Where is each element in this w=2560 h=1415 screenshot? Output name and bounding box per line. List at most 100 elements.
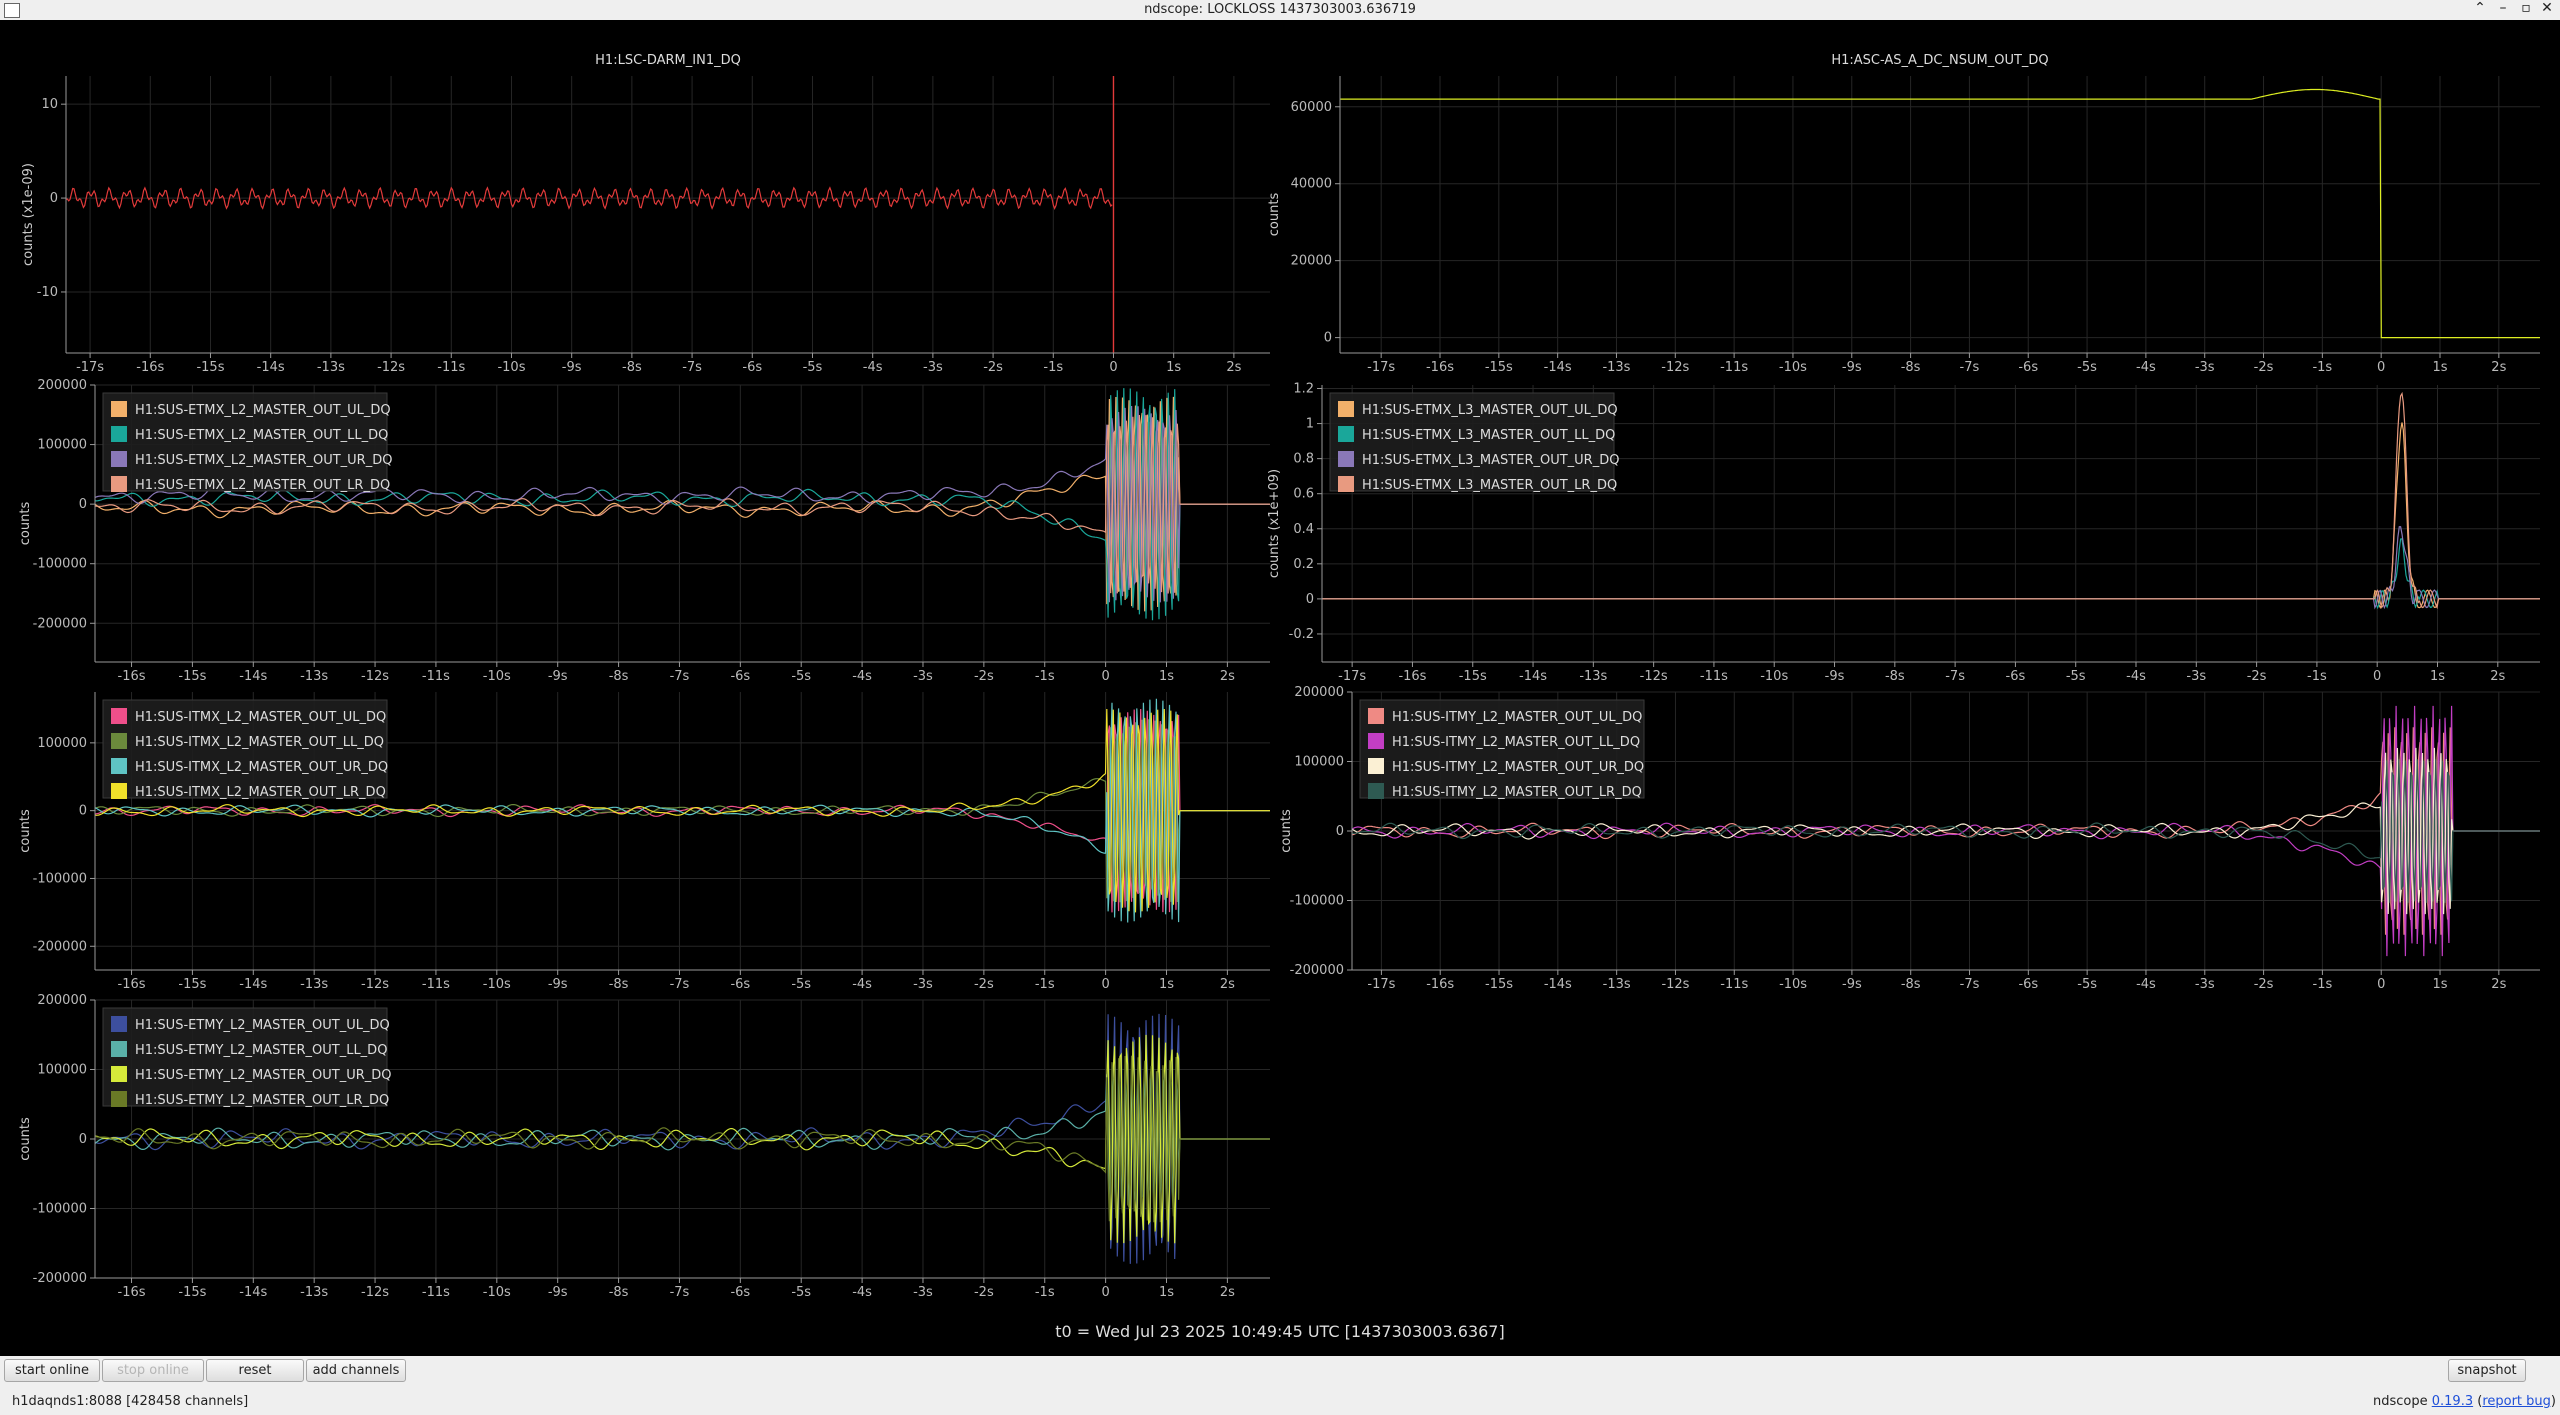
series-line-3 bbox=[1322, 526, 2540, 610]
legend-entry[interactable]: H1:SUS-ITMY_L2_MASTER_OUT_UL_DQ bbox=[1392, 710, 1642, 725]
x-tick-label: -6s bbox=[742, 360, 762, 375]
x-tick-label: 0 bbox=[2373, 669, 2381, 684]
legend-entry[interactable]: H1:SUS-ITMY_L2_MASTER_OUT_LR_DQ bbox=[1392, 785, 1642, 800]
report-bug-link[interactable]: report bug bbox=[2482, 1394, 2551, 1409]
legend-entry[interactable]: H1:SUS-ETMY_L2_MASTER_OUT_LL_DQ bbox=[135, 1043, 387, 1058]
legend-entry[interactable]: H1:SUS-ITMX_L2_MASTER_OUT_LR_DQ bbox=[135, 785, 386, 800]
plot-panel-2[interactable]: -17s -16s -15s -14s -13s -12s -11s -10s -9s -8s -7… bbox=[1267, 53, 2540, 375]
x-tick-label: -14s bbox=[257, 360, 285, 375]
x-tick-label: -5s bbox=[803, 360, 823, 375]
x-tick-label: -12s bbox=[361, 669, 389, 684]
x-tick-label: -9s bbox=[1825, 669, 1845, 684]
plot-panel-3[interactable]: -16s -15s -14s -13s -12s -11s -10s -9s -8s -7s -6s… bbox=[18, 378, 1270, 684]
plot-panel-5[interactable]: -16s -15s -14s -13s -12s -11s -10s -9s -8s -7s -6s… bbox=[18, 692, 1270, 992]
legend-entry[interactable]: H1:SUS-ITMX_L2_MASTER_OUT_UL_DQ bbox=[135, 710, 386, 725]
legend-entry[interactable]: H1:SUS-ETMX_L2_MASTER_OUT_UL_DQ bbox=[135, 403, 391, 418]
legend-entry[interactable]: H1:SUS-ITMX_L2_MASTER_OUT_LL_DQ bbox=[135, 735, 384, 750]
version-link[interactable]: 0.19.3 bbox=[2431, 1394, 2474, 1409]
plot-panel-7[interactable]: -16s -15s -14s -13s -12s -11s -10s -9s -8s -7s -6s… bbox=[18, 993, 1270, 1300]
y-tick-label: 200000 bbox=[37, 378, 87, 393]
stop-online-button[interactable]: stop online bbox=[102, 1359, 204, 1382]
x-tick-label: -14s bbox=[1544, 977, 1572, 992]
x-tick-label: -16s bbox=[136, 360, 164, 375]
add-channels-button[interactable]: add channels bbox=[306, 1359, 406, 1382]
legend-entry[interactable]: H1:SUS-ETMX_L3_MASTER_OUT_UR_DQ bbox=[1362, 453, 1619, 468]
legend-entry[interactable]: H1:SUS-ETMX_L2_MASTER_OUT_LR_DQ bbox=[135, 478, 390, 493]
legend-swatch bbox=[1368, 783, 1384, 799]
y-tick-label: 0 bbox=[79, 804, 87, 819]
legend-swatch bbox=[1368, 758, 1384, 774]
x-tick-label: 1s bbox=[2430, 669, 2445, 684]
x-tick-label: -14s bbox=[239, 669, 267, 684]
y-tick-label: 0.4 bbox=[1293, 522, 1314, 537]
x-tick-label: -2s bbox=[974, 669, 994, 684]
x-tick-label: -4s bbox=[2126, 669, 2146, 684]
legend-entry[interactable]: H1:SUS-ETMY_L2_MASTER_OUT_UL_DQ bbox=[135, 1018, 390, 1033]
start-online-button[interactable]: start online bbox=[4, 1359, 100, 1382]
y-tick-label: 200000 bbox=[37, 993, 87, 1008]
close-window-icon[interactable]: ✕ bbox=[2541, 0, 2553, 16]
plot-panel-6[interactable]: -17s -16s -15s -14s -13s -12s -11s -10s -9s -8s -7… bbox=[1279, 685, 2540, 992]
x-tick-label: -1s bbox=[2307, 669, 2327, 684]
x-tick-label: -9s bbox=[548, 669, 568, 684]
minimize-window-icon[interactable]: – bbox=[2499, 0, 2507, 16]
x-tick-label: -15s bbox=[196, 360, 224, 375]
legend-swatch bbox=[1368, 733, 1384, 749]
x-tick-label: 1s bbox=[2432, 977, 2447, 992]
legend-entry[interactable]: H1:SUS-ETMY_L2_MASTER_OUT_LR_DQ bbox=[135, 1093, 389, 1108]
legend-entry[interactable]: H1:SUS-ETMY_L2_MASTER_OUT_UR_DQ bbox=[135, 1068, 392, 1083]
y-tick-label: 0 bbox=[79, 1132, 87, 1147]
x-tick-label: -3s bbox=[913, 977, 933, 992]
legend-entry[interactable]: H1:SUS-ETMX_L3_MASTER_OUT_LL_DQ bbox=[1362, 428, 1615, 443]
y-tick-label: 100000 bbox=[37, 736, 87, 751]
x-tick-label: -9s bbox=[548, 977, 568, 992]
x-tick-label: -1s bbox=[1035, 1285, 1055, 1300]
plot-panel-4[interactable]: -17s -16s -15s -14s -13s -12s -11s -10s -9s -8s -7… bbox=[1267, 382, 2540, 684]
plot-title: H1:ASC-AS_A_DC_NSUM_OUT_DQ bbox=[1831, 53, 2048, 68]
y-axis-label: counts (x1e+09) bbox=[1267, 469, 1282, 578]
x-tick-label: 0 bbox=[1109, 360, 1117, 375]
legend-swatch bbox=[111, 1066, 127, 1082]
x-tick-label: -14s bbox=[239, 977, 267, 992]
legend-swatch bbox=[1338, 401, 1354, 417]
legend-entry[interactable]: H1:SUS-ETMX_L2_MASTER_OUT_LL_DQ bbox=[135, 428, 388, 443]
plot-panel-1[interactable]: -17s -16s -15s -14s -13s -12s -11s -10s -9s -8s -7… bbox=[21, 53, 1270, 375]
y-axis-label: counts bbox=[18, 502, 33, 546]
y-tick-label: -100000 bbox=[33, 557, 87, 572]
shade-window-icon[interactable]: ⌃ bbox=[2474, 0, 2486, 16]
server-status: h1daqnds1:8088 [428458 channels] bbox=[12, 1394, 249, 1409]
plot-area[interactable]: -17s -16s -15s -14s -13s -12s -11s -10s -9s -8s -7… bbox=[0, 21, 2560, 1321]
x-tick-label: 1s bbox=[2432, 360, 2447, 375]
x-tick-label: 2s bbox=[2491, 977, 2506, 992]
legend-entry[interactable]: H1:SUS-ETMX_L2_MASTER_OUT_UR_DQ bbox=[135, 453, 392, 468]
maximize-window-icon[interactable]: ▫ bbox=[2521, 0, 2531, 16]
legend-entry[interactable]: H1:SUS-ETMX_L3_MASTER_OUT_LR_DQ bbox=[1362, 478, 1617, 493]
x-tick-label: -8s bbox=[1901, 977, 1921, 992]
x-tick-label: -16s bbox=[1426, 977, 1454, 992]
x-tick-label: 1s bbox=[1159, 977, 1174, 992]
x-tick-label: -10s bbox=[497, 360, 525, 375]
x-tick-label: -2s bbox=[983, 360, 1003, 375]
x-tick-label: -16s bbox=[1426, 360, 1454, 375]
x-tick-label: -3s bbox=[2186, 669, 2206, 684]
x-tick-label: -16s bbox=[1398, 669, 1426, 684]
y-tick-label: 20000 bbox=[1291, 254, 1332, 269]
y-tick-label: 0.2 bbox=[1293, 557, 1314, 572]
x-tick-label: -7s bbox=[670, 1285, 690, 1300]
snapshot-button[interactable]: snapshot bbox=[2448, 1359, 2526, 1382]
legend-entry[interactable]: H1:SUS-ITMY_L2_MASTER_OUT_LL_DQ bbox=[1392, 735, 1640, 750]
series-line-2 bbox=[95, 719, 1270, 903]
legend-entry[interactable]: H1:SUS-ETMX_L3_MASTER_OUT_UL_DQ bbox=[1362, 403, 1618, 418]
y-tick-label: 1.2 bbox=[1293, 382, 1314, 397]
y-tick-label: -200000 bbox=[33, 939, 87, 954]
legend-swatch bbox=[111, 476, 127, 492]
y-axis-label: counts bbox=[1279, 809, 1294, 853]
x-tick-label: -15s bbox=[178, 977, 206, 992]
legend-entry[interactable]: H1:SUS-ITMY_L2_MASTER_OUT_UR_DQ bbox=[1392, 760, 1644, 775]
legend-entry[interactable]: H1:SUS-ITMX_L2_MASTER_OUT_UR_DQ bbox=[135, 760, 388, 775]
reset-button[interactable]: reset bbox=[206, 1359, 304, 1382]
x-tick-label: -2s bbox=[2254, 977, 2274, 992]
x-tick-label: -2s bbox=[2247, 669, 2267, 684]
series-line-1 bbox=[1340, 88, 2540, 339]
x-tick-label: -11s bbox=[437, 360, 465, 375]
